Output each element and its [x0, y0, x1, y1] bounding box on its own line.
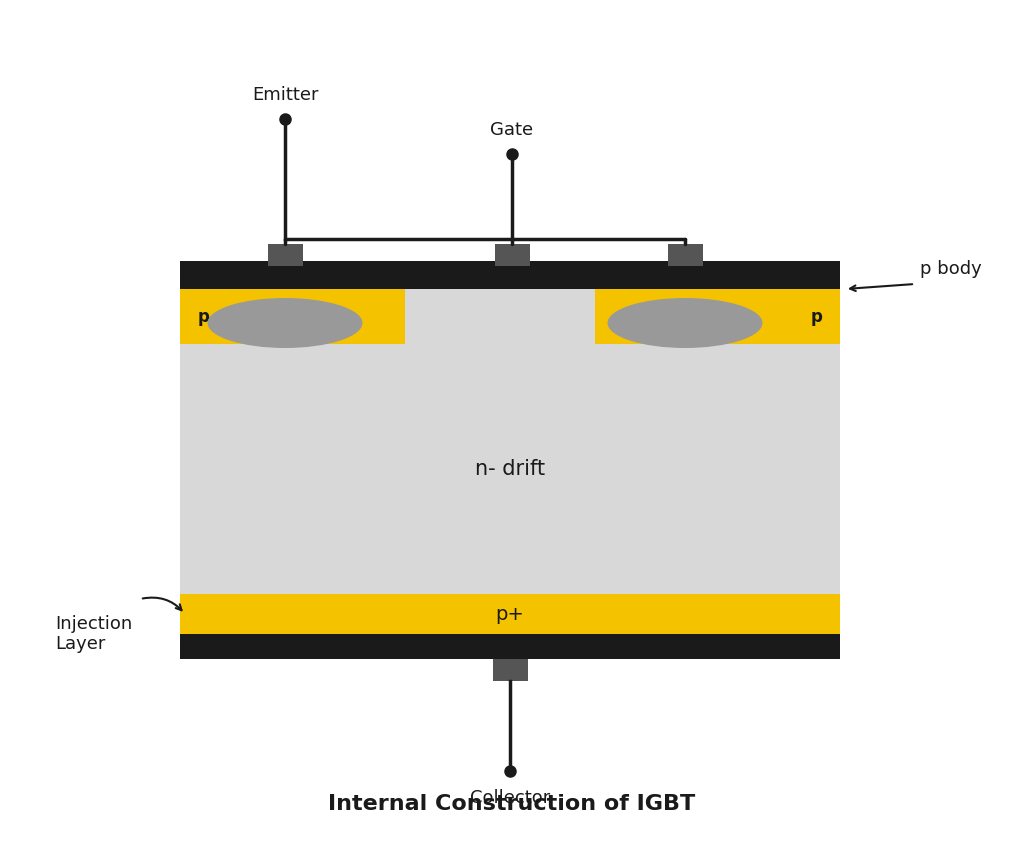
- FancyBboxPatch shape: [180, 344, 840, 594]
- FancyBboxPatch shape: [406, 289, 595, 344]
- FancyBboxPatch shape: [180, 594, 840, 634]
- Text: n- drift: n- drift: [475, 459, 545, 479]
- Text: Emitter: Emitter: [252, 86, 318, 104]
- Text: p: p: [198, 308, 210, 326]
- FancyBboxPatch shape: [210, 289, 360, 320]
- Text: n+: n+: [673, 309, 697, 327]
- Ellipse shape: [208, 298, 362, 348]
- Ellipse shape: [210, 295, 360, 344]
- FancyBboxPatch shape: [493, 659, 527, 681]
- FancyBboxPatch shape: [180, 634, 840, 659]
- FancyBboxPatch shape: [668, 244, 702, 266]
- Text: p body: p body: [920, 260, 982, 278]
- FancyBboxPatch shape: [495, 244, 529, 266]
- Text: Collector: Collector: [470, 789, 550, 807]
- Text: Injection
Layer: Injection Layer: [55, 614, 132, 654]
- Text: Gate: Gate: [490, 121, 534, 139]
- Text: p+: p+: [496, 605, 524, 624]
- Text: p: p: [810, 308, 822, 326]
- Text: n+: n+: [272, 309, 297, 327]
- Ellipse shape: [607, 298, 763, 348]
- FancyBboxPatch shape: [180, 261, 840, 289]
- Ellipse shape: [610, 295, 760, 344]
- Text: Internal Construction of IGBT: Internal Construction of IGBT: [329, 794, 695, 814]
- FancyBboxPatch shape: [180, 289, 840, 344]
- FancyBboxPatch shape: [267, 244, 302, 266]
- FancyBboxPatch shape: [610, 289, 760, 320]
